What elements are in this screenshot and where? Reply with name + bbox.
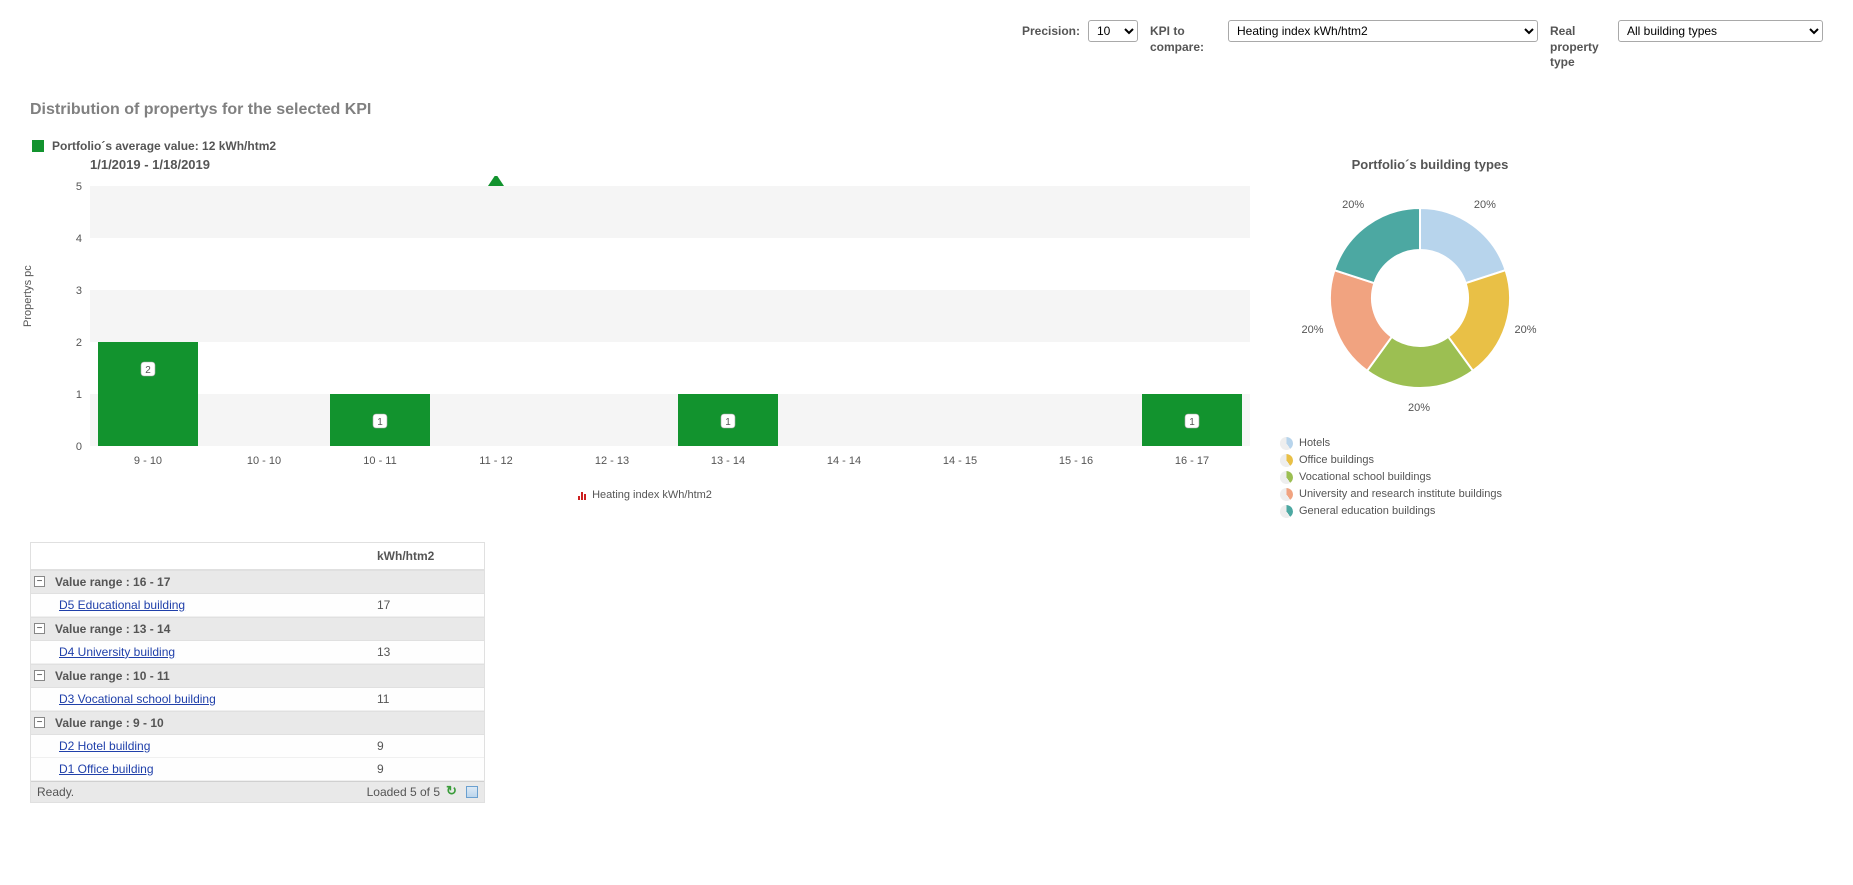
bar-chart-legend: Portfolio´s average value: 12 kWh/htm2 [32, 139, 1823, 153]
svg-text:4: 4 [76, 233, 82, 245]
donut-legend-label: Hotels [1299, 437, 1330, 449]
collapse-icon[interactable]: − [34, 670, 45, 681]
table-group-title: Value range : 10 - 11 [49, 665, 484, 687]
table-group-row[interactable]: −Value range : 13 - 14 [31, 617, 484, 641]
table-row-link[interactable]: D1 Office building [49, 758, 369, 780]
svg-text:2: 2 [76, 337, 82, 349]
donut-legend-label: Office buildings [1299, 454, 1374, 466]
donut-legend-item: University and research institute buildi… [1280, 488, 1580, 501]
table-row-link[interactable]: D3 Vocational school building [49, 688, 369, 710]
chart-date-range: 1/1/2019 - 1/18/2019 [90, 157, 1260, 172]
x-axis-legend: Heating index kWh/htm2 [30, 489, 1260, 501]
svg-text:1: 1 [725, 417, 731, 428]
svg-text:5: 5 [76, 181, 82, 193]
table-group-row[interactable]: −Value range : 9 - 10 [31, 711, 484, 735]
page-title: Distribution of propertys for the select… [30, 101, 1823, 119]
pie-slice-icon [1280, 488, 1293, 501]
table-row-value: 9 [369, 735, 484, 757]
svg-text:14 - 14: 14 - 14 [827, 455, 861, 467]
donut-pct-label: 20% [1342, 199, 1364, 211]
svg-text:10 - 11: 10 - 11 [363, 455, 396, 467]
table-row: D4 University building13 [31, 641, 484, 664]
svg-text:16 - 17: 16 - 17 [1175, 455, 1209, 467]
table-group-row[interactable]: −Value range : 16 - 17 [31, 570, 484, 594]
donut-legend: Hotels Office buildings Vocational school … [1280, 437, 1580, 518]
bar-chart: Propertys pc 01234529 - 1010 - 10110 - 1… [30, 176, 1260, 479]
y-axis-title: Propertys pc [22, 266, 34, 328]
table-row: D2 Hotel building9 [31, 735, 484, 758]
pie-slice-icon [1280, 454, 1293, 467]
donut-pct-label: 20% [1408, 402, 1430, 414]
table-row: D1 Office building9 [31, 758, 484, 781]
precision-select[interactable]: 10 [1088, 20, 1138, 42]
donut-legend-item: Office buildings [1280, 454, 1580, 467]
kpi-label: KPI to compare: [1150, 20, 1220, 55]
data-table: kWh/htm2 −Value range : 16 - 17D5 Educat… [30, 542, 485, 803]
svg-text:10 - 10: 10 - 10 [247, 455, 281, 467]
table-group-row[interactable]: −Value range : 10 - 11 [31, 664, 484, 688]
x-axis-legend-text: Heating index kWh/htm2 [592, 489, 712, 501]
donut-pct-label: 20% [1301, 324, 1323, 336]
donut-chart: 20% 20% 20% 20% 20% [1290, 178, 1550, 421]
svg-text:9 - 10: 9 - 10 [134, 455, 162, 467]
top-controls: Precision: 10 KPI to compare: Heating in… [30, 20, 1823, 71]
svg-text:1: 1 [377, 417, 383, 428]
table-row-value: 17 [369, 594, 484, 616]
donut-legend-label: General education buildings [1299, 505, 1435, 517]
table-row: D3 Vocational school building11 [31, 688, 484, 711]
bar-icon [578, 490, 586, 500]
table-loaded-count: Loaded 5 of 5 [367, 785, 440, 799]
legend-swatch [32, 140, 44, 152]
table-row-link[interactable]: D5 Educational building [49, 594, 369, 616]
table-group-title: Value range : 9 - 10 [49, 712, 484, 734]
collapse-icon[interactable]: − [34, 576, 45, 587]
table-row: D5 Educational building17 [31, 594, 484, 617]
table-header-row: kWh/htm2 [31, 543, 484, 570]
donut-legend-label: University and research institute buildi… [1299, 488, 1502, 500]
collapse-icon[interactable]: − [34, 717, 45, 728]
table-status: Ready. [37, 785, 74, 799]
table-group-title: Value range : 16 - 17 [49, 571, 484, 593]
reload-icon[interactable] [446, 785, 460, 799]
pie-slice-icon [1280, 471, 1293, 484]
svg-text:14 - 15: 14 - 15 [943, 455, 977, 467]
svg-text:1: 1 [1189, 417, 1195, 428]
svg-text:12 - 13: 12 - 13 [595, 455, 629, 467]
property-type-select[interactable]: All building types [1618, 20, 1823, 42]
svg-text:0: 0 [76, 441, 82, 453]
table-row-value: 11 [369, 688, 484, 710]
svg-text:13 - 14: 13 - 14 [711, 455, 745, 467]
collapse-icon[interactable]: − [34, 623, 45, 634]
svg-text:2: 2 [145, 365, 151, 376]
legend-text: Portfolio´s average value: 12 kWh/htm2 [52, 139, 276, 153]
donut-pct-label: 20% [1515, 324, 1537, 336]
table-header-unit: kWh/htm2 [369, 543, 484, 569]
svg-text:3: 3 [76, 285, 82, 297]
table-row-link[interactable]: D4 University building [49, 641, 369, 663]
svg-text:1: 1 [76, 389, 82, 401]
kpi-select[interactable]: Heating index kWh/htm2 [1228, 20, 1538, 42]
donut-legend-item: General education buildings [1280, 505, 1580, 518]
donut-title: Portfolio´s building types [1280, 157, 1580, 172]
popout-icon[interactable] [466, 786, 478, 798]
donut-legend-label: Vocational school buildings [1299, 471, 1431, 483]
donut-legend-item: Vocational school buildings [1280, 471, 1580, 484]
table-footer: Ready. Loaded 5 of 5 [31, 781, 484, 802]
table-row-link[interactable]: D2 Hotel building [49, 735, 369, 757]
table-group-title: Value range : 13 - 14 [49, 618, 484, 640]
svg-text:15 - 16: 15 - 16 [1059, 455, 1093, 467]
donut-legend-item: Hotels [1280, 437, 1580, 450]
table-row-value: 13 [369, 641, 484, 663]
table-row-value: 9 [369, 758, 484, 780]
pie-slice-icon [1280, 505, 1293, 518]
pie-slice-icon [1280, 437, 1293, 450]
ptype-label: Real property type [1550, 20, 1610, 71]
svg-text:11 - 12: 11 - 12 [479, 455, 512, 467]
donut-pct-label: 20% [1474, 199, 1496, 211]
precision-label: Precision: [1022, 20, 1080, 38]
